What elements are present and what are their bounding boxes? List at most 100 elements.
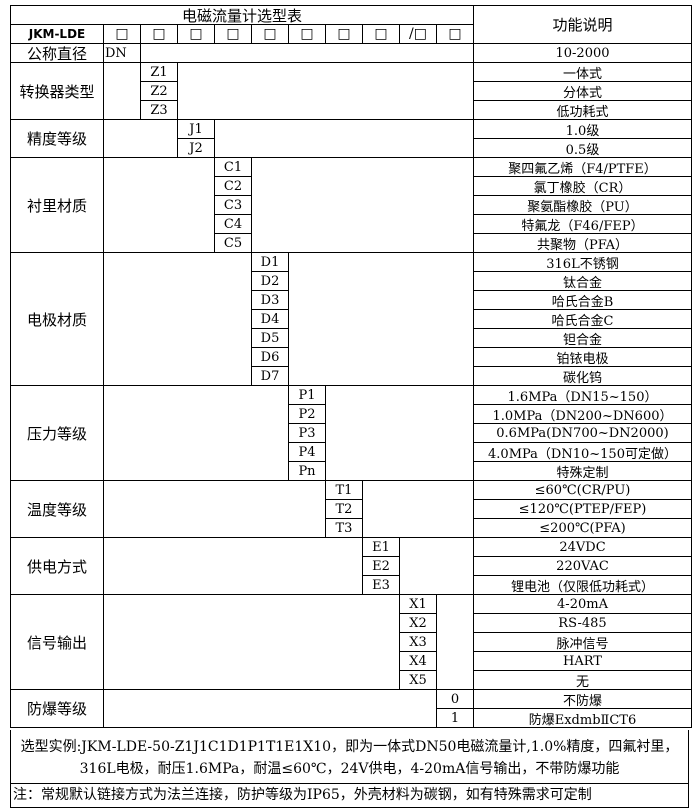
option-code: J2: [178, 139, 215, 158]
option-desc: 0.5级: [474, 139, 692, 158]
option-desc: 氯丁橡胶（CR）: [474, 177, 692, 196]
blank-cell: [215, 120, 474, 158]
code-box: □: [104, 25, 141, 44]
diameter-desc: 10-2000: [474, 44, 692, 63]
option-desc: 聚四氟乙烯（F4/PTFE）: [474, 158, 692, 177]
option-code: 0: [437, 690, 474, 709]
option-desc: 特氟龙（F46/FEP）: [474, 215, 692, 234]
option-desc: ≤200℃(PFA): [474, 519, 692, 538]
group-label: 衬里材质: [11, 158, 104, 253]
option-desc: 低功耗式: [474, 101, 692, 120]
blank-cell: [252, 158, 474, 253]
option-desc: 脉冲信号: [474, 633, 692, 652]
code-box: □: [252, 25, 289, 44]
blank-cell: [363, 481, 474, 538]
option-code: C4: [215, 215, 252, 234]
option-code: J1: [178, 120, 215, 139]
option-desc: ≤60℃(CR/PU): [474, 481, 692, 500]
option-code: C2: [215, 177, 252, 196]
example-line-1: 选型实例:JKM-LDE-50-Z1J1C1D1P1T1E1X10，即为一体式D…: [20, 739, 679, 755]
option-desc: 碳化钨: [474, 367, 692, 386]
diameter-label: 公称直径: [11, 44, 104, 63]
option-code: D1: [252, 253, 289, 272]
blank-cell: [104, 481, 326, 538]
option-desc: 316L不锈钢: [474, 253, 692, 272]
note: 注：常规默认链接方式为法兰连接，防护等级为IP65，外壳材料为碳钢，如有特殊需求…: [10, 784, 689, 808]
option-desc: 钽合金: [474, 329, 692, 348]
option-code: X4: [400, 652, 437, 671]
option-code: P3: [289, 424, 326, 443]
option-code: T3: [326, 519, 363, 538]
option-desc: 聚氨酯橡胶（PU）: [474, 196, 692, 215]
function-header: 功能说明: [474, 6, 692, 44]
option-code: X5: [400, 671, 437, 690]
option-desc: HART: [474, 652, 692, 671]
blank-cell: [104, 538, 363, 595]
group-label: 精度等级: [11, 120, 104, 158]
code-box: □: [215, 25, 252, 44]
code-box: □: [326, 25, 363, 44]
table-title: 电磁流量计选型表: [11, 6, 474, 25]
option-desc: 钛合金: [474, 272, 692, 291]
option-desc: 锂电池（仅限低功耗式）: [474, 576, 692, 595]
code-box: /□: [400, 25, 437, 44]
blank-cell: [104, 595, 400, 690]
option-desc: 1.0级: [474, 120, 692, 139]
option-desc: 一体式: [474, 63, 692, 82]
option-desc: 哈氏合金C: [474, 310, 692, 329]
code-box: □: [178, 25, 215, 44]
group-label: 供电方式: [11, 538, 104, 595]
option-code: E3: [363, 576, 400, 595]
blank-cell: [104, 120, 178, 158]
option-code: 1: [437, 709, 474, 728]
option-code: E2: [363, 557, 400, 576]
blank-cell: [437, 595, 474, 690]
code-box: □: [289, 25, 326, 44]
option-desc: 4.0MPa（DN10~150可定做）: [474, 443, 692, 462]
group-label: 压力等级: [11, 386, 104, 481]
option-code: D6: [252, 348, 289, 367]
option-code: Z1: [141, 63, 178, 82]
option-desc: 4-20mA: [474, 595, 692, 614]
group-label: 防爆等级: [11, 690, 104, 728]
option-code: X3: [400, 633, 437, 652]
option-desc: 铂铱电极: [474, 348, 692, 367]
option-desc: 防爆ExdmbⅡCT6: [474, 709, 692, 728]
option-desc: 不防爆: [474, 690, 692, 709]
option-code: C5: [215, 234, 252, 253]
option-code: Z2: [141, 82, 178, 101]
option-code: T1: [326, 481, 363, 500]
blank-cell: [104, 386, 289, 481]
option-code: C1: [215, 158, 252, 177]
option-code: P2: [289, 405, 326, 424]
model-code: JKM-LDE: [11, 25, 104, 44]
blank-cell: [400, 538, 474, 595]
blank-cell: [178, 63, 474, 120]
option-code: X1: [400, 595, 437, 614]
selection-example: 选型实例:JKM-LDE-50-Z1J1C1D1P1T1E1X10，即为一体式D…: [10, 730, 689, 784]
option-code: D5: [252, 329, 289, 348]
option-code: Z3: [141, 101, 178, 120]
option-desc: 哈氏合金B: [474, 291, 692, 310]
group-label: 信号输出: [11, 595, 104, 690]
option-code: D7: [252, 367, 289, 386]
code-box: □: [437, 25, 474, 44]
option-code: E1: [363, 538, 400, 557]
blank-cell: [141, 44, 474, 63]
option-desc: 0.6MPa(DN700~DN2000): [474, 424, 692, 443]
option-code: C3: [215, 196, 252, 215]
example-line-2: 316L电极，耐压1.6MPa，耐温≤60℃，24V供电，4-20mA信号输出，…: [79, 761, 620, 777]
option-desc: 24VDC: [474, 538, 692, 557]
code-box: □: [141, 25, 178, 44]
option-code: P1: [289, 386, 326, 405]
option-desc: 220VAC: [474, 557, 692, 576]
option-code: D3: [252, 291, 289, 310]
option-desc: ≤120℃(PTEP/FEP): [474, 500, 692, 519]
option-desc: 1.0MPa（DN200~DN600）: [474, 405, 692, 424]
option-code: D4: [252, 310, 289, 329]
option-code: Pn: [289, 462, 326, 481]
diameter-code: DN: [104, 44, 141, 63]
blank-cell: [289, 253, 474, 386]
blank-cell: [104, 253, 252, 386]
